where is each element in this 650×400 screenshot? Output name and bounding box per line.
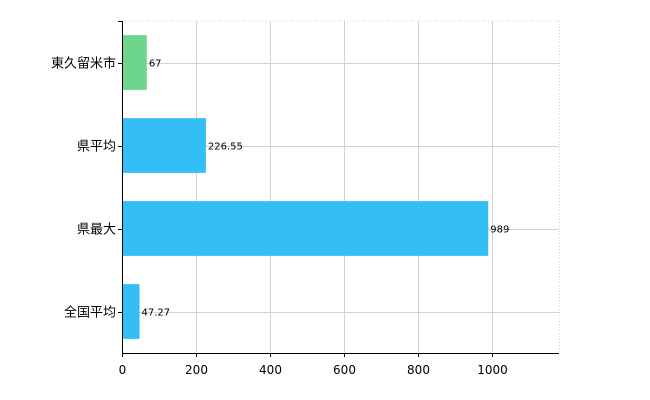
category-label-1: 県平均 — [77, 140, 116, 155]
bars — [122, 35, 489, 339]
x-tick-label-3: 600 — [333, 363, 356, 377]
bar-2 — [122, 201, 489, 256]
value-label-2: 989 — [490, 225, 509, 236]
value-label-0: 67 — [149, 59, 162, 70]
category-label-0: 東久留米市 — [51, 56, 116, 72]
labels: 67 東久留米市 226.55 県平均 989 県最大 47.27 全国平均 0 200 400 60… — [51, 56, 509, 378]
value-label-3: 47.27 — [142, 308, 171, 319]
x-tick-label-4: 800 — [407, 363, 430, 377]
bar-3 — [122, 284, 140, 339]
category-label-3: 全国平均 — [64, 305, 116, 321]
axes — [118, 21, 559, 357]
grid-lines — [122, 20, 560, 353]
x-tick-label-2: 400 — [259, 363, 282, 377]
x-tick-label-1: 200 — [185, 363, 208, 377]
x-tick-label-5: 1000 — [477, 363, 508, 377]
category-label-2: 県最大 — [77, 223, 116, 238]
x-tick-label-0: 0 — [119, 363, 127, 377]
bar-1 — [122, 118, 206, 173]
bar-0 — [122, 35, 147, 90]
value-label-1: 226.55 — [208, 142, 243, 153]
